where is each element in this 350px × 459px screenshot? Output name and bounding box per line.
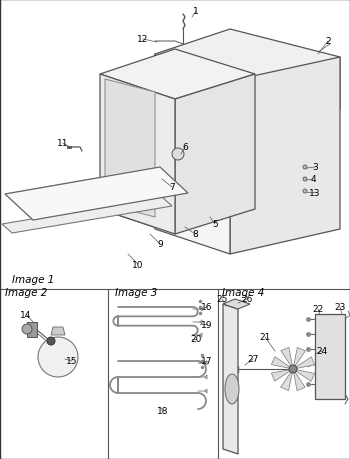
Circle shape xyxy=(303,178,307,182)
Circle shape xyxy=(22,325,32,334)
Circle shape xyxy=(47,337,55,345)
Text: Image 3: Image 3 xyxy=(115,287,158,297)
Text: 5: 5 xyxy=(212,220,218,229)
Polygon shape xyxy=(230,58,340,254)
Text: 25: 25 xyxy=(216,295,228,304)
Polygon shape xyxy=(271,369,293,381)
Polygon shape xyxy=(293,369,305,391)
Text: 3: 3 xyxy=(312,163,318,172)
Text: 11: 11 xyxy=(57,139,69,148)
Text: 4: 4 xyxy=(310,175,316,184)
Text: 12: 12 xyxy=(137,35,149,45)
Text: 7: 7 xyxy=(169,183,175,192)
Polygon shape xyxy=(27,322,37,337)
Polygon shape xyxy=(100,75,175,235)
Text: 6: 6 xyxy=(182,143,188,152)
Polygon shape xyxy=(51,327,65,335)
Polygon shape xyxy=(2,197,172,234)
Polygon shape xyxy=(293,369,315,381)
Ellipse shape xyxy=(225,374,239,404)
Text: 24: 24 xyxy=(316,347,328,356)
Polygon shape xyxy=(100,50,255,100)
Text: Image 1: Image 1 xyxy=(12,274,54,285)
Text: 19: 19 xyxy=(201,320,213,329)
Text: Image 2: Image 2 xyxy=(5,287,47,297)
Text: 1: 1 xyxy=(193,7,199,17)
Polygon shape xyxy=(293,347,306,369)
Text: 9: 9 xyxy=(157,240,163,249)
Polygon shape xyxy=(155,30,340,110)
Text: 8: 8 xyxy=(192,230,198,239)
Text: 23: 23 xyxy=(334,303,346,312)
Circle shape xyxy=(172,149,184,161)
Text: 15: 15 xyxy=(66,357,78,366)
Circle shape xyxy=(289,365,297,373)
Polygon shape xyxy=(223,299,250,309)
Text: 18: 18 xyxy=(157,407,169,415)
Polygon shape xyxy=(105,80,155,218)
Text: 14: 14 xyxy=(20,310,32,319)
Text: 17: 17 xyxy=(201,357,213,366)
Text: 2: 2 xyxy=(325,38,331,46)
Text: 10: 10 xyxy=(132,260,144,269)
Text: 22: 22 xyxy=(312,305,324,314)
Polygon shape xyxy=(281,347,293,369)
Polygon shape xyxy=(155,55,230,254)
Circle shape xyxy=(303,190,307,194)
Polygon shape xyxy=(5,168,188,220)
Text: Image 4: Image 4 xyxy=(222,287,264,297)
Polygon shape xyxy=(272,357,293,369)
Circle shape xyxy=(303,166,307,170)
Text: 20: 20 xyxy=(190,335,202,344)
Polygon shape xyxy=(293,357,315,369)
Text: 27: 27 xyxy=(247,355,259,364)
Text: 21: 21 xyxy=(259,333,271,342)
Text: 13: 13 xyxy=(309,188,321,197)
Circle shape xyxy=(38,337,78,377)
Polygon shape xyxy=(281,369,293,391)
Polygon shape xyxy=(223,304,238,454)
Polygon shape xyxy=(175,75,255,235)
Text: 16: 16 xyxy=(201,303,213,312)
Text: 26: 26 xyxy=(241,295,253,304)
Polygon shape xyxy=(315,314,345,399)
